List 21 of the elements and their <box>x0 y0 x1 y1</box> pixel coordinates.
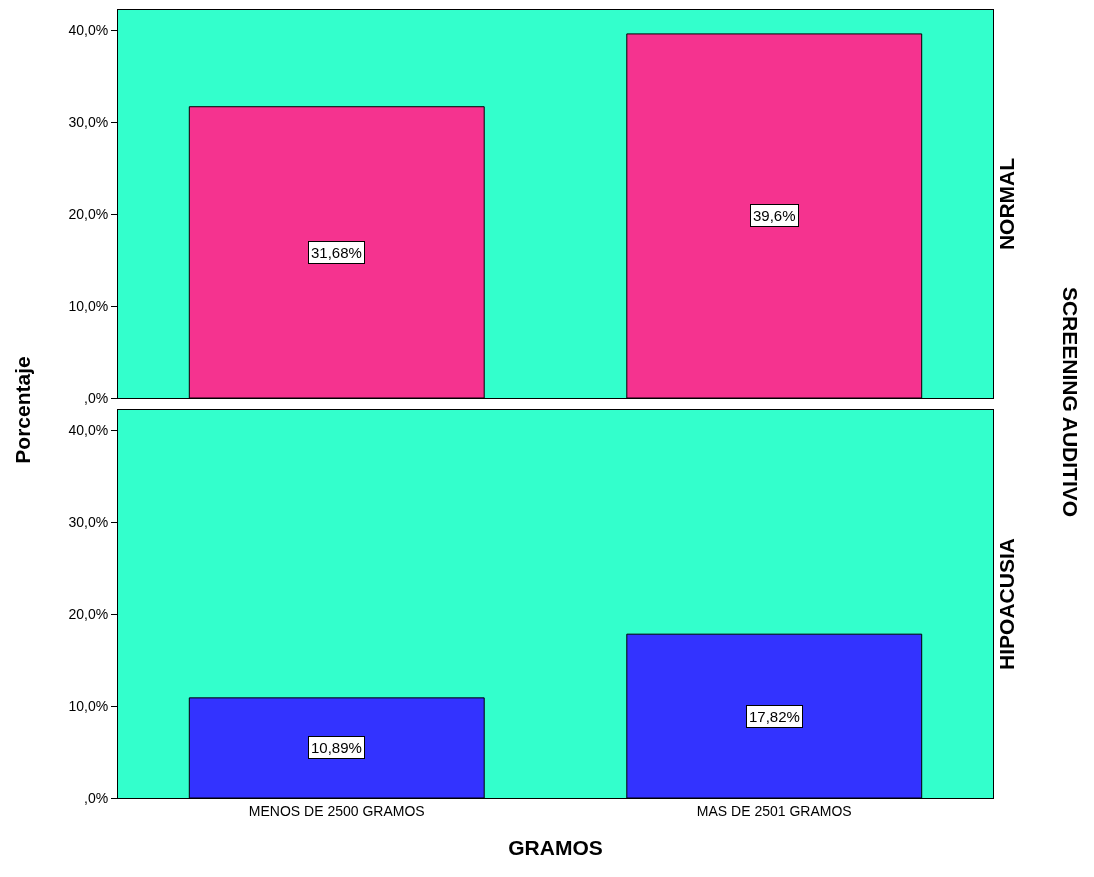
y-tick-label: 20,0% <box>68 206 109 223</box>
data-label: 17,82% <box>749 708 800 725</box>
data-label: 31,68% <box>311 244 362 261</box>
data-label: 39,6% <box>753 207 796 224</box>
y-tick-label: 10,0% <box>68 697 109 714</box>
x-axis-title: GRAMOS <box>508 836 603 859</box>
y-tick-label: ,0% <box>84 389 109 406</box>
y-tick-label: 30,0% <box>68 114 109 131</box>
y-axis-title: Porcentaje <box>10 356 35 464</box>
y-tick-label: 20,0% <box>68 606 109 623</box>
y-tick-label: 30,0% <box>68 514 109 531</box>
x-tick-label: MENOS DE 2500 GRAMOS <box>248 802 425 819</box>
y-tick-label: 10,0% <box>68 297 109 314</box>
y2-axis-title: NORMAL <box>995 157 1019 251</box>
y-tick-label: ,0% <box>84 789 109 806</box>
y-tick-label: 40,0% <box>68 22 109 39</box>
y-tick-label: 40,0% <box>68 422 109 439</box>
text: SCREENING AUDITIVO <box>1058 286 1083 518</box>
data-label: 10,89% <box>311 739 362 756</box>
y2-axis-title: HIPOACUSIA <box>995 538 1019 670</box>
x-tick-label: MAS DE 2501 GRAMOS <box>696 802 852 819</box>
